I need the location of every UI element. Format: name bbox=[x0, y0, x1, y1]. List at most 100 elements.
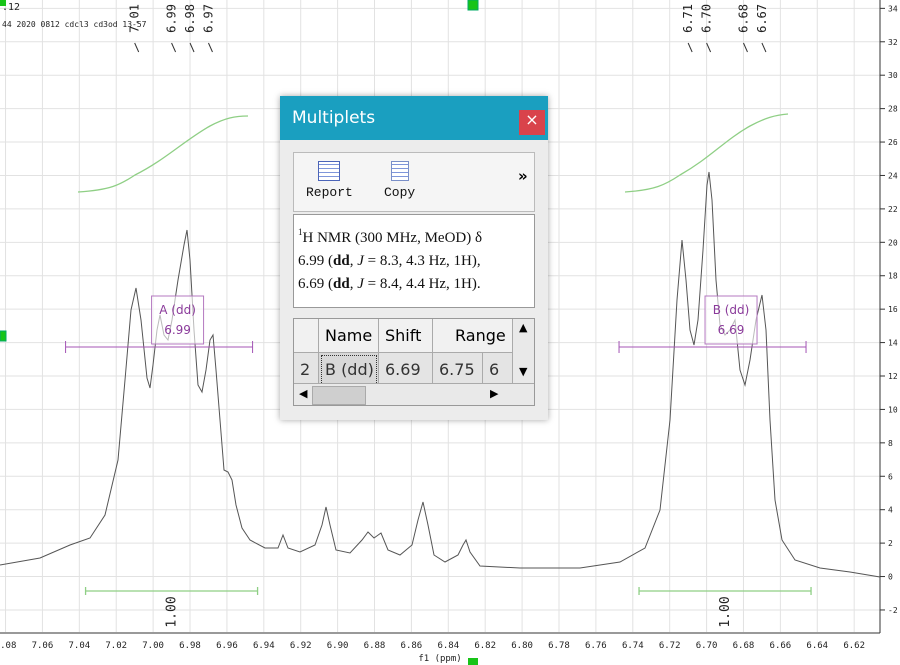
y-tick-label: 2 bbox=[888, 539, 893, 548]
report-segment: 6.99 ( bbox=[298, 253, 333, 269]
y-tick-label: 34 bbox=[888, 4, 898, 13]
header-line: .12 bbox=[2, 2, 20, 13]
peak-leader bbox=[706, 42, 712, 53]
report-segment: J bbox=[357, 276, 364, 292]
header-line: 44 2020 0812 cdcl3 cd3od 13-57 bbox=[2, 20, 147, 29]
y-tick-label: 14 bbox=[888, 339, 898, 348]
table-cell[interactable]: 6.69 bbox=[379, 353, 433, 387]
selection-handle[interactable] bbox=[468, 658, 478, 665]
peak-label: 6.97 bbox=[201, 4, 215, 33]
integral-curve bbox=[624, 113, 789, 193]
x-tick-label: 6.78 bbox=[548, 641, 570, 651]
peak-label: 6.98 bbox=[183, 4, 197, 33]
x-tick-label: 6.82 bbox=[474, 641, 496, 651]
peak-leader bbox=[761, 42, 767, 53]
multiplet-box bbox=[151, 295, 205, 345]
x-tick-label: 7.08 bbox=[0, 641, 16, 651]
column-header[interactable]: Name bbox=[319, 319, 379, 353]
more-button[interactable]: » bbox=[518, 167, 528, 185]
selection-handle[interactable] bbox=[467, 0, 479, 11]
y-tick-label: 18 bbox=[888, 272, 898, 281]
icon bbox=[390, 161, 409, 181]
y-tick-label: 16 bbox=[888, 305, 898, 314]
report-segment: = 8.4, 4.4 Hz, 1H). bbox=[363, 276, 481, 292]
vertical-scrollbar[interactable]: ▲ ▼ bbox=[512, 319, 534, 383]
table-cell[interactable]: 6.75 bbox=[433, 353, 483, 387]
multiplet-box bbox=[704, 295, 758, 345]
peak-leader bbox=[687, 42, 693, 53]
x-tick-label: 6.76 bbox=[585, 641, 607, 651]
peak-leader bbox=[134, 42, 140, 53]
y-tick-label: 6 bbox=[888, 472, 893, 481]
x-tick-label: 6.74 bbox=[622, 641, 644, 651]
selection-handle[interactable] bbox=[0, 330, 7, 342]
report-segment: dd bbox=[333, 276, 350, 292]
y-tick-label: 12 bbox=[888, 372, 898, 381]
toolbar: Report Copy » bbox=[293, 152, 535, 212]
report-segment: 6.69 ( bbox=[298, 276, 333, 292]
table-cell[interactable]: 6 bbox=[483, 353, 513, 387]
horizontal-scrollbar[interactable]: ◀ ▶ bbox=[294, 383, 534, 405]
peak-label: 6.67 bbox=[755, 4, 769, 33]
integral-label: 1.00 bbox=[718, 596, 733, 627]
integral-curve bbox=[77, 115, 249, 193]
multiplet-name: A (dd) bbox=[159, 303, 196, 317]
x-tick-label: 6.68 bbox=[733, 641, 755, 651]
peak-label: 6.70 bbox=[700, 4, 714, 33]
y-tick-label: 4 bbox=[888, 506, 893, 515]
x-tick-label: 6.66 bbox=[770, 641, 792, 651]
multiplet-table: Name Shift Range 2 B (dd) 6.69 6.75 6 ▲ ▼… bbox=[293, 318, 535, 406]
x-tick-label: 6.64 bbox=[806, 641, 828, 651]
report-line: 6.69 (dd, J = 8.4, 4.4 Hz, 1H). bbox=[298, 273, 530, 296]
y-tick-label: 22 bbox=[888, 205, 898, 214]
x-tick-label: 6.96 bbox=[216, 641, 238, 651]
integral-bar bbox=[638, 587, 812, 595]
x-tick-label: 6.98 bbox=[179, 641, 201, 651]
y-tick-label: 30 bbox=[888, 71, 898, 80]
annotations: 7.01 6.99 6.98 6.97 6.71 6.70 6.68 6.67 1.00 1.00… bbox=[65, 4, 812, 628]
report-text[interactable]: 1H NMR (300 MHz, MeOD) δ 6.99 (dd, J = 8.… bbox=[293, 214, 535, 308]
y-tick-label: 28 bbox=[888, 105, 898, 114]
icon bbox=[318, 161, 341, 181]
report-segment: = 8.3, 4.3 Hz, 1H), bbox=[363, 253, 481, 269]
report-line: 1H NMR (300 MHz, MeOD) δ bbox=[298, 221, 530, 250]
report-segment: H NMR (300 MHz, MeOD) δ bbox=[302, 230, 483, 246]
report-segment: J bbox=[357, 253, 364, 269]
selection-handle[interactable] bbox=[0, 0, 6, 6]
button-label: Copy bbox=[384, 185, 416, 200]
x-tick-label: 7.00 bbox=[142, 641, 164, 651]
x-tick-label: 7.06 bbox=[32, 641, 54, 651]
report-segment: , bbox=[349, 253, 358, 269]
peak-leader bbox=[189, 42, 195, 53]
close-button[interactable]: × bbox=[519, 110, 545, 135]
button-label: Report bbox=[306, 185, 353, 200]
peak-label: 7.01 bbox=[128, 4, 142, 33]
x-tick-label: 6.94 bbox=[253, 641, 275, 651]
y-tick-label: 26 bbox=[888, 138, 898, 147]
x-tick-label: 6.80 bbox=[511, 641, 533, 651]
x-tick-label: 6.72 bbox=[659, 641, 681, 651]
multiplets-dialog: Multiplets × Report Copy » 1H NMR (300 M… bbox=[280, 96, 548, 420]
y-tick-label: -2 bbox=[888, 606, 898, 615]
peak-label: 6.71 bbox=[681, 4, 695, 33]
dialog-title: Multiplets bbox=[280, 96, 548, 140]
column-header[interactable]: Range bbox=[433, 319, 513, 353]
copy-button[interactable]: Copy bbox=[384, 161, 415, 200]
table-cell[interactable]: B (dd) bbox=[319, 353, 379, 387]
row-index: 2 bbox=[294, 353, 319, 387]
x-tick-label: 6.84 bbox=[437, 641, 459, 651]
integral-bar bbox=[84, 587, 259, 595]
peak-label: 6.99 bbox=[165, 4, 179, 33]
y-tick-label: 0 bbox=[888, 573, 893, 582]
report-segment: 1 bbox=[298, 227, 303, 237]
x-tick-label: 6.70 bbox=[696, 641, 718, 651]
peak-leader bbox=[208, 42, 213, 53]
x-tick-label: 7.02 bbox=[105, 641, 127, 651]
report-button[interactable]: Report bbox=[306, 161, 353, 200]
column-header[interactable]: Shift bbox=[379, 319, 433, 353]
multiplet-name: B (dd) bbox=[713, 303, 750, 317]
y-tick-label: 8 bbox=[888, 439, 893, 448]
y-tick-label: 20 bbox=[888, 238, 898, 247]
report-segment: dd bbox=[333, 253, 350, 269]
